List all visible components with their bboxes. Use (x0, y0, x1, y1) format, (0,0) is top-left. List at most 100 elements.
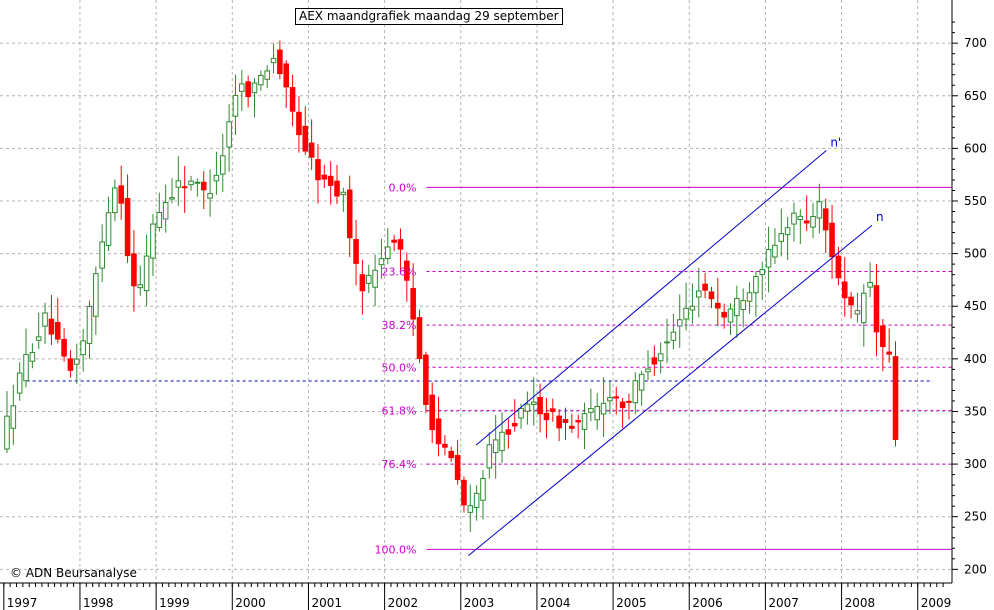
candle-body (302, 125, 309, 152)
candle-body (29, 352, 36, 362)
candle-body (880, 325, 886, 348)
candle-body (581, 413, 588, 430)
candle-body (676, 319, 683, 327)
y-tick-label: 650 (964, 89, 987, 103)
candle-body (239, 83, 245, 92)
candle-body (791, 212, 797, 225)
candle-body (569, 425, 575, 429)
candle-body (74, 358, 80, 365)
candle-body (143, 255, 150, 292)
y-tick-label: 450 (964, 299, 987, 313)
candle-body (867, 281, 873, 288)
candle-body (873, 285, 880, 333)
candle-body (156, 212, 163, 228)
candle-body (600, 402, 607, 415)
candle-body (442, 443, 448, 448)
candle-body (416, 317, 423, 360)
candle-body (277, 49, 283, 75)
candle-body (429, 394, 435, 431)
candle-body (353, 239, 359, 264)
candle-body (48, 318, 55, 335)
candle-body (835, 255, 842, 279)
candle-body (137, 284, 144, 289)
candle-body (378, 258, 385, 266)
x-tick-label: 2002 (388, 596, 419, 610)
candle-body (346, 189, 353, 239)
channel-line (468, 224, 873, 557)
candle-body (80, 340, 86, 356)
channel-line (475, 150, 827, 446)
candle-body (150, 223, 156, 259)
candle-body (683, 307, 689, 320)
candle-body (283, 63, 290, 88)
candle-body (841, 281, 848, 299)
candle-body (200, 181, 207, 191)
candle-body (397, 239, 404, 250)
candle-body (645, 368, 651, 373)
candle-body (188, 180, 194, 186)
candle-body (308, 142, 315, 158)
x-tick-label: 2005 (616, 596, 647, 610)
candle-body (486, 444, 493, 469)
price-candles (4, 40, 899, 533)
candle-body (423, 354, 429, 405)
candle-body (435, 418, 442, 445)
x-tick-label: 2007 (768, 596, 799, 610)
candle-body (93, 273, 99, 317)
trend-channels: n' n (468, 135, 884, 557)
x-tick-label: 2003 (464, 596, 495, 610)
candle-body (4, 415, 10, 450)
candle-body (816, 201, 823, 219)
candle-body (404, 260, 410, 281)
fibonacci-label: 61.8% (382, 404, 417, 417)
candle-body (359, 274, 366, 292)
candle-body (588, 408, 594, 413)
candle-body (270, 57, 277, 64)
candle-body (340, 191, 347, 196)
candle-body (124, 197, 131, 257)
candle-body (543, 413, 550, 421)
candle-body (505, 429, 512, 435)
candle-body (695, 290, 702, 298)
candle-body (689, 305, 696, 311)
candle-body (524, 403, 531, 412)
candle-body (169, 197, 175, 200)
fibonacci-label: 76.4% (382, 458, 417, 471)
x-tick-label: 1999 (159, 596, 190, 610)
x-tick-label: 2001 (311, 596, 342, 610)
chart-title: AEX maandgrafiek maandag 29 september (295, 8, 563, 25)
fibonacci-labels: 0.0% 23.6% 38.2% 50.0% 61.8% 76.4% 100.0% (375, 181, 417, 556)
candle-body (245, 81, 251, 98)
fibonacci-label: 50.0% (382, 361, 417, 374)
y-tick-label: 400 (964, 352, 987, 366)
candle-body (251, 82, 258, 94)
candle-body (112, 187, 118, 214)
candle-body (886, 351, 892, 355)
y-tick-label: 700 (964, 36, 987, 50)
candle-body (461, 479, 467, 506)
candle-body (289, 87, 296, 112)
candle-body (556, 415, 562, 429)
candle-body (61, 338, 67, 357)
candle-body (219, 155, 226, 175)
candle-body (67, 358, 74, 371)
candle-body (892, 356, 899, 440)
candle-body (530, 401, 537, 405)
candle-body (213, 174, 220, 182)
candle-body (54, 322, 61, 340)
y-tick-label: 550 (964, 194, 987, 208)
candle-body (467, 505, 474, 513)
candle-body (492, 439, 499, 454)
candle-body (181, 186, 188, 189)
candle-body (296, 111, 302, 136)
x-tick-label: 1998 (83, 596, 114, 610)
candle-body (537, 397, 543, 415)
candle-body (207, 193, 213, 199)
candle-body (632, 380, 639, 404)
candle-body (702, 283, 708, 291)
candle-body (391, 239, 397, 243)
candle-body (810, 216, 816, 228)
candle-body (480, 477, 486, 501)
